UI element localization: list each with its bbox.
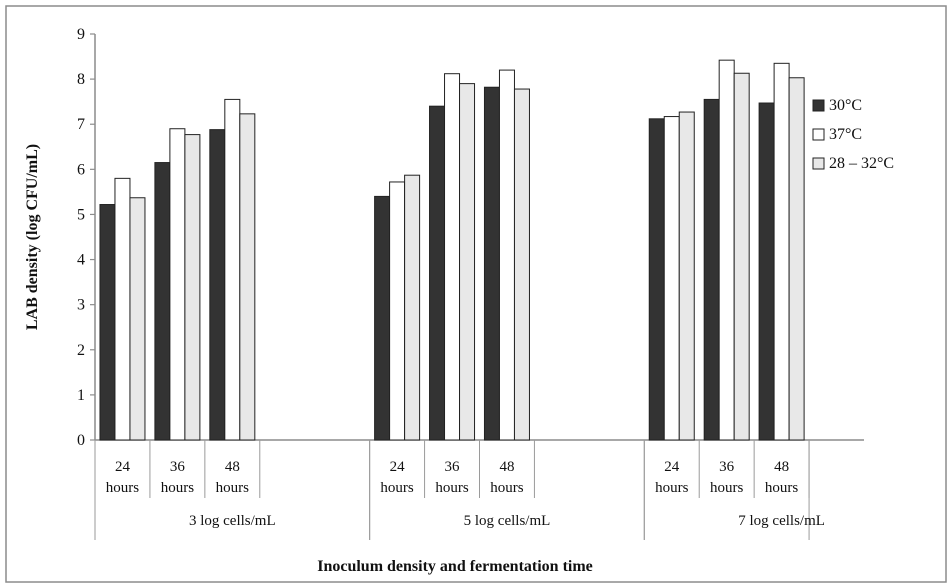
category-label: 36 [719, 459, 735, 475]
bar [459, 83, 476, 441]
y-tick-label: 5 [77, 206, 85, 223]
bar [169, 128, 186, 441]
bar [648, 118, 665, 441]
group-label: 3 log cells/mL [189, 513, 276, 529]
y-tick-label: 1 [77, 387, 85, 404]
bar [663, 116, 680, 441]
bar [429, 105, 446, 441]
category-label: hours [490, 480, 523, 496]
category-label: 48 [774, 459, 789, 475]
bar [513, 88, 530, 441]
group-label: 7 log cells/mL [738, 513, 825, 529]
y-tick-label: 3 [77, 297, 85, 314]
x-axis-title: Inoculum density and fermentation time [317, 558, 593, 575]
bar [224, 98, 241, 441]
bar [99, 204, 116, 441]
bar [444, 73, 461, 441]
category-label: 48 [225, 459, 240, 475]
category-label: 36 [170, 459, 186, 475]
legend-label: 28 – 32°C [829, 155, 894, 172]
category-label: hours [161, 480, 194, 496]
y-tick-label: 6 [77, 161, 85, 178]
bar [788, 77, 805, 441]
chart-frame [5, 5, 947, 583]
bar [154, 162, 171, 441]
category-label: hours [655, 480, 688, 496]
y-tick-label: 7 [77, 116, 85, 133]
y-tick-label: 2 [77, 342, 85, 359]
legend-swatch [812, 99, 825, 112]
bar [733, 72, 750, 441]
y-tick-label: 9 [77, 26, 85, 43]
category-label: hours [106, 480, 139, 496]
category-label: 36 [445, 459, 461, 475]
category-label: 48 [499, 459, 514, 475]
bar [483, 86, 500, 441]
category-label: 24 [390, 459, 406, 475]
bar [678, 111, 695, 441]
bar [209, 129, 226, 441]
category-label: hours [765, 480, 798, 496]
category-label: hours [710, 480, 743, 496]
bar [498, 69, 515, 441]
category-label: hours [216, 480, 249, 496]
bar [758, 102, 775, 441]
legend-label: 30°C [829, 97, 862, 114]
bar [239, 113, 256, 441]
bar [389, 181, 406, 441]
bar [703, 98, 720, 441]
bar [773, 62, 790, 441]
category-label: 24 [115, 459, 131, 475]
bar [114, 177, 131, 441]
legend-label: 37°C [829, 126, 862, 143]
category-label: hours [435, 480, 468, 496]
bar [718, 59, 735, 441]
bar [129, 197, 146, 441]
legend-swatch [812, 128, 825, 141]
category-label: hours [380, 480, 413, 496]
bar [184, 134, 201, 441]
bar [374, 195, 391, 441]
y-axis-title: LAB density (log CFU/mL) [24, 144, 41, 330]
y-tick-label: 8 [77, 71, 85, 88]
y-tick-label: 0 [77, 432, 85, 449]
bar [404, 174, 421, 441]
y-tick-label: 4 [77, 252, 85, 269]
category-label: 24 [664, 459, 680, 475]
legend-swatch [812, 157, 825, 170]
group-label: 5 log cells/mL [464, 513, 551, 529]
